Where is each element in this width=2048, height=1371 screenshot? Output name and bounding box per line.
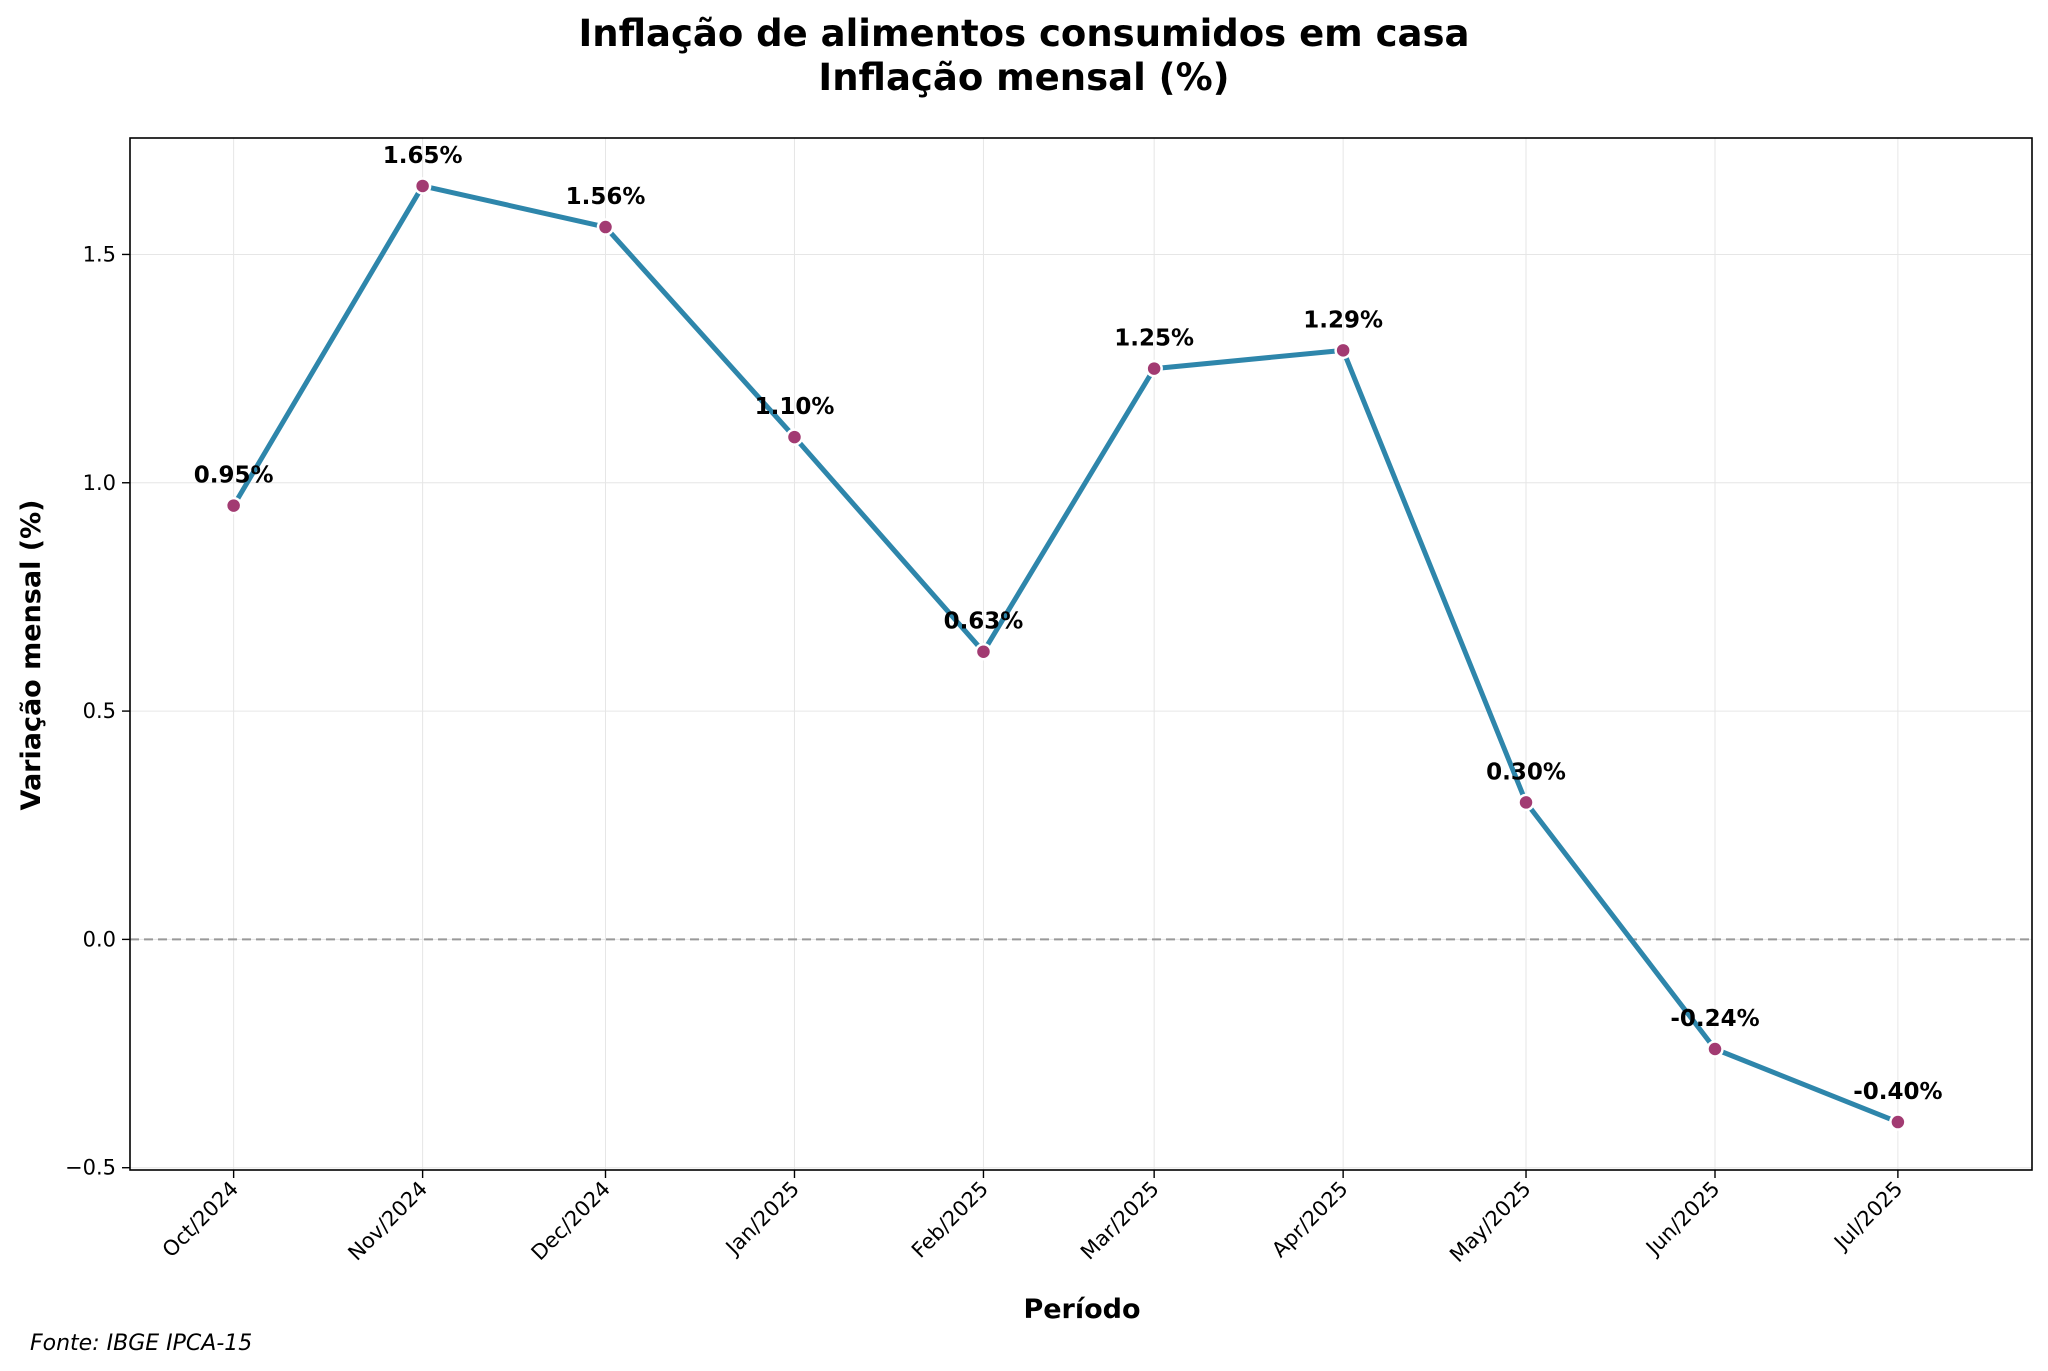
data-point bbox=[1145, 359, 1163, 378]
x-axis-label: Período bbox=[1023, 1294, 1140, 1325]
data-point bbox=[224, 496, 243, 515]
x-tick-label: Apr/2025 bbox=[1267, 1177, 1352, 1262]
data-label: 1.56% bbox=[566, 184, 646, 210]
plot-area-frame bbox=[129, 137, 2033, 1171]
data-label: 1.29% bbox=[1303, 307, 1383, 333]
x-tick-label: Dec/2024 bbox=[527, 1177, 615, 1265]
y-tick-label: 1.0 bbox=[83, 471, 116, 495]
x-tick-label: Jul/2025 bbox=[1828, 1177, 1907, 1256]
y-tick-label: 1.5 bbox=[83, 242, 116, 266]
data-point bbox=[1517, 793, 1535, 812]
x-tick-label: Nov/2024 bbox=[343, 1177, 432, 1266]
series-line-layer bbox=[231, 183, 1901, 1125]
x-tick-label: Feb/2025 bbox=[907, 1177, 993, 1263]
data-label: 1.10% bbox=[755, 394, 835, 420]
grid bbox=[130, 138, 2032, 1170]
series-line bbox=[231, 183, 1901, 1125]
source-note: Fonte: IBGE IPCA-15 bbox=[30, 1331, 252, 1356]
data-point bbox=[1706, 1040, 1724, 1058]
y-tick-label: −0.5 bbox=[65, 1156, 116, 1180]
chart-title: Inflação de alimentos consumidos em casa bbox=[578, 12, 1469, 55]
chart-subtitle: Inflação mensal (%) bbox=[818, 56, 1229, 99]
y-axis-label: Variação mensal (%) bbox=[16, 500, 47, 811]
data-label: 0.30% bbox=[1486, 759, 1566, 785]
data-point bbox=[1334, 341, 1352, 360]
y-tick-label: 0.0 bbox=[83, 927, 116, 951]
data-point bbox=[413, 177, 432, 195]
data-point bbox=[974, 642, 993, 661]
data-points-layer bbox=[224, 177, 1907, 1131]
data-point bbox=[1889, 1113, 1907, 1131]
x-tick-label: Jan/2025 bbox=[720, 1177, 804, 1261]
x-axis-ticks: Oct/2024 Nov/2024 Dec/2024 Jan/2025 Feb/2025… bbox=[158, 1170, 1907, 1267]
y-axis-ticks: −0.5 0.0 0.5 1.0 1.5 bbox=[65, 242, 130, 1180]
data-point bbox=[596, 218, 615, 236]
x-tick-label: Jun/2025 bbox=[1640, 1177, 1724, 1261]
data-label: -0.40% bbox=[1853, 1079, 1942, 1105]
data-point bbox=[785, 428, 804, 446]
data-label: -0.24% bbox=[1670, 1006, 1759, 1032]
data-labels-layer: 0.95% 1.65% 1.56% 1.10% 0.63% 1.25% 1.29% 0.30%… bbox=[194, 143, 1943, 1105]
x-tick-label: Mar/2025 bbox=[1076, 1177, 1164, 1265]
y-tick-label: 0.5 bbox=[83, 699, 116, 723]
data-label: 0.95% bbox=[194, 463, 274, 489]
x-tick-label: Oct/2024 bbox=[158, 1177, 243, 1262]
x-tick-label: May/2025 bbox=[1445, 1177, 1535, 1267]
data-label: 0.63% bbox=[944, 609, 1024, 635]
data-label: 1.65% bbox=[383, 143, 463, 169]
data-label: 1.25% bbox=[1114, 326, 1194, 352]
